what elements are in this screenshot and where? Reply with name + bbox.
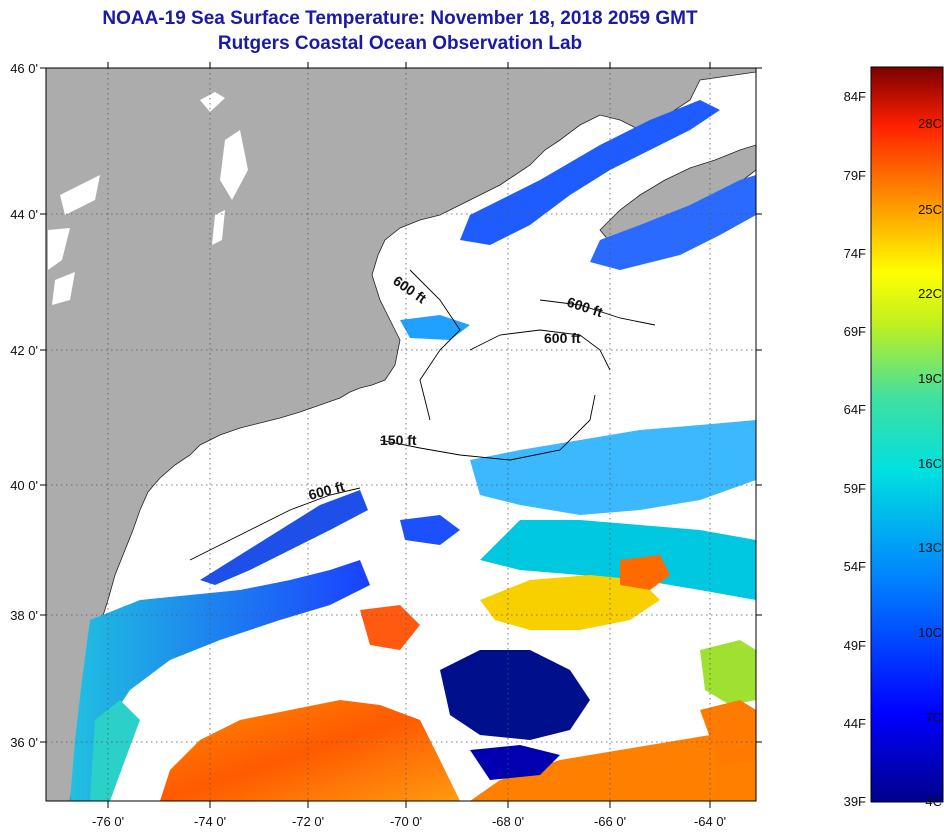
map-subtitle: Rutgers Coastal Ocean Observation Lab — [217, 33, 583, 54]
colorbar-c-label: 25C — [918, 202, 942, 217]
inland-lakes — [48, 92, 248, 305]
colorbar-c-label: 22C — [918, 286, 942, 301]
colorbar-c-label: 4C — [925, 794, 942, 809]
colorbar-f-label: 39F — [844, 794, 866, 809]
colorbar-c-label: 28C — [918, 116, 942, 131]
map-title: NOAA-19 Sea Surface Temperature: Novembe… — [102, 8, 698, 29]
contour-label-600ft-c: 600 ft — [544, 330, 581, 346]
colorbar-c-label: 19C — [918, 371, 942, 386]
lat-label: 40 0' — [10, 478, 38, 493]
colorbar-f-label: 79F — [844, 168, 866, 183]
colorbar-f-label: 59F — [844, 481, 866, 496]
axis-ticks — [40, 62, 762, 808]
lon-label: -70 0' — [390, 814, 422, 829]
colorbar-c-label: 16C — [918, 456, 942, 471]
colorbar-c-label: 7C — [925, 710, 942, 725]
lat-lon-grid — [46, 68, 756, 801]
colorbar-c-label: 10C — [918, 625, 942, 640]
colorbar-f-label: 69F — [844, 324, 866, 339]
colorbar-f-label: 74F — [844, 246, 866, 261]
lon-label: -66 0' — [594, 814, 626, 829]
lon-label: -74 0' — [194, 814, 226, 829]
map-frame — [45, 67, 757, 802]
lat-label: 36 0' — [10, 735, 38, 750]
colorbar-f-label: 49F — [844, 638, 866, 653]
colorbar-fahrenheit-labels: 84F 79F 74F 69F 64F 59F 54F 49F 44F 39F — [844, 89, 866, 809]
lat-label: 38 0' — [10, 608, 38, 623]
lat-label: 44 0' — [10, 207, 38, 222]
colorbar-f-label: 54F — [844, 559, 866, 574]
latitude-labels: 46 0' 44 0' 42 0' 40 0' 38 0' 36 0' — [10, 61, 38, 750]
lon-label: -72 0' — [292, 814, 324, 829]
lon-label: -76 0' — [92, 814, 124, 829]
sst-data — [70, 100, 756, 801]
colorbar-f-label: 44F — [844, 716, 866, 731]
map-area: 600 ft 600 ft 600 ft 150 ft 600 ft — [46, 68, 756, 801]
longitude-labels: -76 0' -74 0' -72 0' -70 0' -68 0' -66 0… — [92, 814, 726, 829]
colorbar-celsius-labels: 28C 25C 22C 19C 16C 13C 10C 7C 4C — [918, 116, 942, 809]
colorbar-c-label: 13C — [918, 540, 942, 555]
land-mass — [46, 68, 756, 801]
lat-label: 42 0' — [10, 343, 38, 358]
lon-label: -68 0' — [492, 814, 524, 829]
lat-label: 46 0' — [10, 61, 38, 76]
colorbar-f-label: 64F — [844, 402, 866, 417]
colorbar — [870, 66, 944, 803]
bathymetry-contours — [189, 269, 656, 561]
contour-label-150ft: 150 ft — [380, 432, 417, 448]
colorbar-f-label: 84F — [844, 89, 866, 104]
lon-label: -64 0' — [694, 814, 726, 829]
